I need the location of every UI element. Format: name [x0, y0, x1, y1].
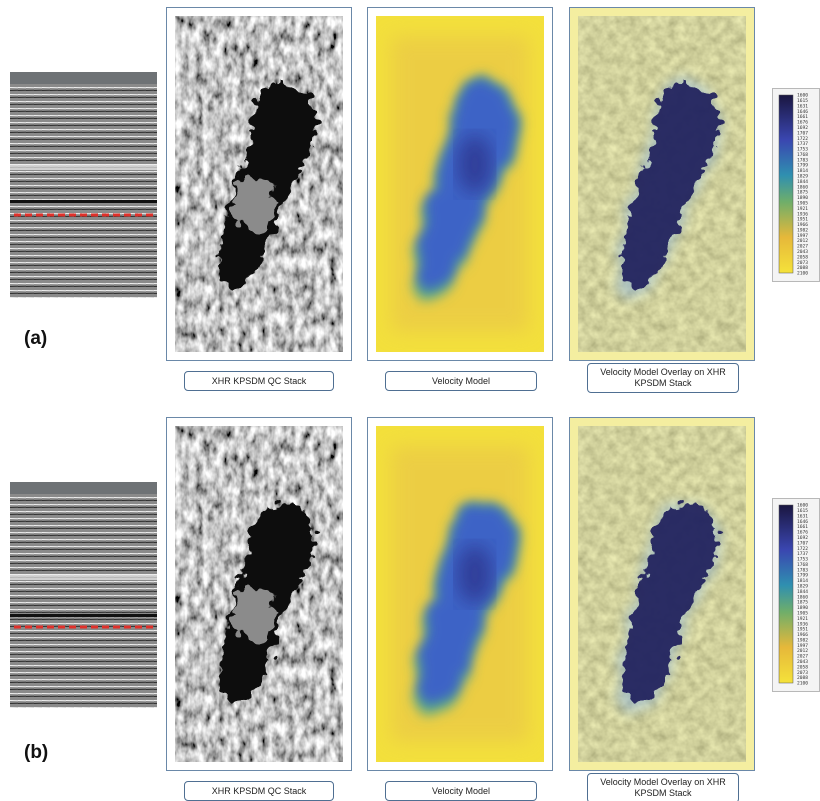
overlay-image [578, 16, 746, 352]
colorbar-tick-label: 1997 [797, 233, 808, 239]
colorbar-tick-label: 1615 [797, 508, 808, 514]
colorbar-tick-label: 1722 [797, 546, 808, 552]
colorbar-tick-label: 1951 [797, 217, 808, 223]
colorbar-tick-label: 1707 [797, 130, 808, 136]
colorbar-gradient [779, 505, 793, 683]
seismic-section [10, 72, 157, 298]
colorbar-tick-label: 1646 [797, 519, 808, 525]
caption: Velocity Model Overlay on XHR KPSDM Stac… [587, 363, 739, 393]
colorbar-tick-label: 1951 [797, 627, 808, 633]
image-panel [367, 417, 553, 771]
image-panel [166, 7, 352, 361]
stack-image [175, 426, 343, 762]
colorbar-tick-label: 1600 [797, 93, 808, 99]
velocity-image [376, 426, 544, 762]
row-label: (b) [24, 742, 48, 764]
colorbar-tick-label: 2073 [797, 670, 808, 676]
colorbar-tick-label: 1875 [797, 600, 808, 606]
colorbar-tick-label: 1692 [797, 125, 808, 131]
colorbar-tick-label: 2012 [797, 238, 808, 244]
colorbar-tick-label: 1661 [797, 114, 808, 120]
colorbar-tick-label: 2027 [797, 244, 808, 250]
colorbar-tick-label: 1692 [797, 535, 808, 541]
image-panel [166, 417, 352, 771]
seismic-image [10, 482, 157, 708]
colorbar-tick-label: 1982 [797, 637, 808, 643]
image-panel [569, 7, 755, 361]
colorbar-tick-label: 1737 [797, 551, 808, 557]
colorbar-tick-label: 1768 [797, 562, 808, 568]
colorbar-tick-label: 1844 [797, 589, 808, 595]
colorbar-tick-label: 1890 [797, 605, 808, 611]
colorbar-tick-label: 2043 [797, 249, 808, 255]
velocity-image [376, 16, 544, 352]
colorbar-scale: 1600161516311646166116761692170717221737… [773, 89, 819, 281]
overlay-image [578, 426, 746, 762]
colorbar-tick-label: 1753 [797, 147, 808, 153]
colorbar-tick-label: 1860 [797, 184, 808, 190]
colorbar-tick-label: 2100 [797, 681, 808, 687]
colorbar-tick-label: 2058 [797, 254, 808, 260]
colorbar-tick-label: 2100 [797, 271, 808, 277]
colorbar-tick-label: 1875 [797, 190, 808, 196]
colorbar-tick-label: 1814 [797, 578, 808, 584]
colorbar-tick-label: 1722 [797, 136, 808, 142]
seismic-section [10, 482, 157, 708]
colorbar-tick-label: 2027 [797, 654, 808, 660]
colorbar-tick-label: 2012 [797, 648, 808, 654]
colorbar-tick-label: 1905 [797, 200, 808, 206]
figure: (a) XHR KPSDM QC Stack Velocity Model Ve… [0, 0, 820, 801]
colorbar-tick-label: 1753 [797, 557, 808, 563]
colorbar-tick-label: 2058 [797, 664, 808, 670]
caption: Velocity Model Overlay on XHR KPSDM Stac… [587, 773, 739, 801]
colorbar-tick-label: 1905 [797, 610, 808, 616]
colorbar-tick-label: 1997 [797, 643, 808, 649]
colorbar-tick-label: 1860 [797, 594, 808, 600]
colorbar-tick-label: 1829 [797, 174, 808, 180]
caption: XHR KPSDM QC Stack [184, 781, 334, 801]
colorbar-tick-label: 1829 [797, 584, 808, 590]
stack-image [175, 16, 343, 352]
colorbar-tick-label: 1676 [797, 120, 808, 126]
colorbar-tick-label: 2073 [797, 260, 808, 266]
colorbar-tick-label: 1966 [797, 632, 808, 638]
caption: Velocity Model [385, 781, 537, 801]
colorbar-tick-label: 1799 [797, 573, 808, 579]
colorbar-gradient [779, 95, 793, 273]
row-label: (a) [24, 328, 47, 350]
colorbar-tick-label: 1676 [797, 530, 808, 536]
colorbar-tick-label: 1783 [797, 157, 808, 163]
colorbar-tick-label: 1631 [797, 513, 808, 519]
colorbar-tick-label: 1936 [797, 211, 808, 217]
colorbar-tick-label: 1600 [797, 503, 808, 509]
image-panel [569, 417, 755, 771]
image-panel [367, 7, 553, 361]
colorbar-tick-label: 1661 [797, 524, 808, 530]
colorbar-tick-label: 1966 [797, 222, 808, 228]
colorbar-tick-label: 2043 [797, 659, 808, 665]
colorbar-tick-label: 1814 [797, 168, 808, 174]
caption: XHR KPSDM QC Stack [184, 371, 334, 391]
colorbar-tick-label: 1783 [797, 567, 808, 573]
colorbar-tick-label: 1737 [797, 141, 808, 147]
caption: Velocity Model [385, 371, 537, 391]
colorbar-scale: 1600161516311646166116761692170717221737… [773, 499, 819, 691]
colorbar-tick-label: 1799 [797, 163, 808, 169]
colorbar-tick-label: 1921 [797, 616, 808, 622]
colorbar-tick-label: 1631 [797, 103, 808, 109]
colorbar-tick-label: 2088 [797, 265, 808, 271]
colorbar-tick-label: 1844 [797, 179, 808, 185]
colorbar-tick-label: 1707 [797, 540, 808, 546]
colorbar-tick-label: 1890 [797, 195, 808, 201]
colorbar-tick-label: 2088 [797, 675, 808, 681]
colorbar-tick-label: 1615 [797, 98, 808, 104]
colorbar-tick-label: 1982 [797, 227, 808, 233]
colorbar-tick-label: 1936 [797, 621, 808, 627]
seismic-image [10, 72, 157, 298]
colorbar-tick-label: 1921 [797, 206, 808, 212]
colorbar-tick-label: 1768 [797, 152, 808, 158]
colorbar-tick-label: 1646 [797, 109, 808, 115]
